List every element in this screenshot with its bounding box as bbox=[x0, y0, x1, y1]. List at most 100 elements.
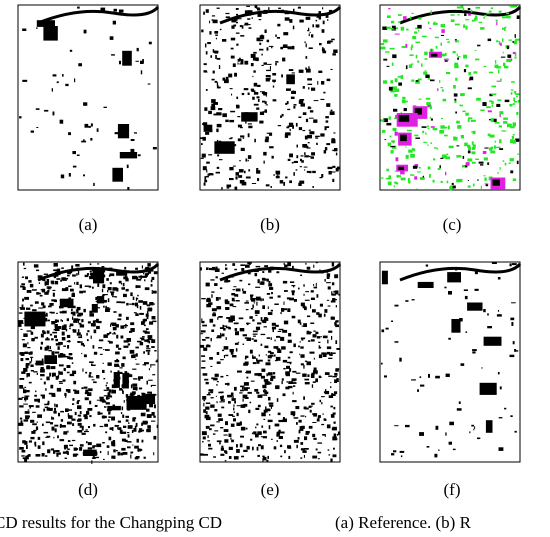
change-region bbox=[414, 108, 422, 115]
change-pixel bbox=[245, 355, 249, 359]
change-pixel bbox=[209, 357, 213, 360]
change-pixel bbox=[51, 392, 56, 395]
change-pixel bbox=[64, 392, 67, 396]
change-pixel bbox=[116, 425, 120, 427]
change-pixel bbox=[31, 338, 35, 342]
change-pixel bbox=[257, 373, 262, 377]
change-pixel bbox=[107, 451, 109, 456]
change-pixel bbox=[203, 63, 207, 66]
change-pixel bbox=[235, 8, 239, 10]
change-pixel bbox=[72, 403, 75, 405]
change-pixel bbox=[44, 281, 49, 286]
change-pixel bbox=[321, 402, 323, 405]
change-pixel bbox=[499, 113, 501, 117]
change-pixel bbox=[216, 128, 219, 133]
change-pixel bbox=[78, 322, 81, 325]
change-pixel bbox=[201, 298, 206, 300]
change-pixel bbox=[282, 308, 288, 311]
change-pixel bbox=[92, 286, 94, 289]
change-pixel bbox=[312, 381, 316, 383]
change-pixel bbox=[236, 405, 242, 407]
change-pixel bbox=[58, 370, 60, 375]
change-pixel bbox=[267, 306, 269, 309]
change-pixel bbox=[133, 277, 137, 279]
change-pixel bbox=[269, 404, 274, 407]
change-pixel bbox=[264, 278, 267, 281]
change-pixel bbox=[44, 403, 49, 406]
change-pixel bbox=[19, 417, 23, 420]
change-pixel bbox=[226, 375, 229, 377]
change-pixel bbox=[327, 19, 329, 21]
change-pixel bbox=[94, 445, 97, 447]
change-pixel bbox=[307, 30, 310, 32]
change-pixel bbox=[290, 96, 295, 99]
change-pixel bbox=[216, 381, 219, 383]
change-pixel bbox=[108, 341, 113, 344]
change-pixel bbox=[234, 328, 238, 331]
change-pixel bbox=[275, 324, 279, 327]
change-pixel bbox=[387, 15, 391, 18]
change-pixel bbox=[49, 333, 53, 336]
change-pixel bbox=[386, 122, 392, 126]
change-pixel bbox=[99, 425, 104, 428]
change-pixel bbox=[256, 37, 261, 42]
change-pixel bbox=[232, 165, 236, 167]
change-pixel bbox=[280, 115, 283, 118]
change-pixel bbox=[216, 336, 222, 339]
change-pixel bbox=[283, 301, 285, 305]
change-pixel bbox=[399, 450, 405, 453]
change-pixel bbox=[474, 271, 478, 275]
change-pixel bbox=[513, 40, 517, 45]
change-pixel bbox=[263, 9, 268, 13]
change-pixel bbox=[100, 7, 106, 11]
change-pixel bbox=[83, 344, 85, 347]
change-pixel bbox=[211, 294, 213, 298]
change-pixel bbox=[150, 385, 152, 387]
change-pixel bbox=[302, 130, 306, 132]
change-pixel bbox=[60, 174, 65, 179]
change-pixel bbox=[421, 63, 423, 67]
change-pixel bbox=[67, 271, 71, 275]
change-pixel bbox=[119, 367, 123, 369]
change-pixel bbox=[241, 455, 244, 458]
change-pixel bbox=[330, 458, 333, 463]
change-pixel bbox=[231, 355, 237, 358]
change-pixel bbox=[114, 424, 117, 427]
change-pixel bbox=[259, 35, 265, 40]
change-pixel bbox=[242, 343, 245, 345]
change-pixel bbox=[474, 288, 479, 291]
change-pixel bbox=[151, 276, 155, 280]
change-pixel bbox=[486, 106, 491, 109]
change-pixel bbox=[61, 277, 66, 280]
change-pixel bbox=[26, 373, 30, 377]
change-pixel bbox=[205, 344, 211, 348]
change-pixel bbox=[427, 78, 431, 80]
change-pixel bbox=[216, 7, 220, 9]
change-pixel bbox=[245, 176, 251, 179]
change-pixel bbox=[47, 449, 51, 454]
change-pixel bbox=[295, 169, 298, 171]
change-pixel bbox=[430, 10, 432, 15]
change-pixel bbox=[110, 322, 116, 325]
change-pixel bbox=[307, 134, 312, 139]
change-pixel bbox=[289, 351, 293, 354]
change-pixel bbox=[107, 392, 111, 397]
change-region bbox=[467, 302, 483, 311]
change-pixel bbox=[305, 291, 309, 293]
change-pixel bbox=[483, 16, 485, 19]
change-pixel bbox=[417, 389, 419, 392]
change-pixel bbox=[87, 408, 93, 411]
change-pixel bbox=[254, 373, 259, 376]
change-pixel bbox=[239, 180, 245, 184]
change-pixel bbox=[491, 85, 496, 88]
change-pixel bbox=[210, 404, 215, 408]
change-pixel bbox=[280, 312, 282, 315]
change-pixel bbox=[473, 183, 475, 187]
change-pixel bbox=[116, 287, 119, 292]
change-pixel bbox=[300, 274, 303, 276]
change-pixel bbox=[265, 354, 267, 356]
change-pixel bbox=[405, 43, 408, 48]
change-pixel bbox=[259, 120, 264, 124]
change-region bbox=[492, 179, 500, 186]
change-pixel bbox=[136, 278, 142, 281]
